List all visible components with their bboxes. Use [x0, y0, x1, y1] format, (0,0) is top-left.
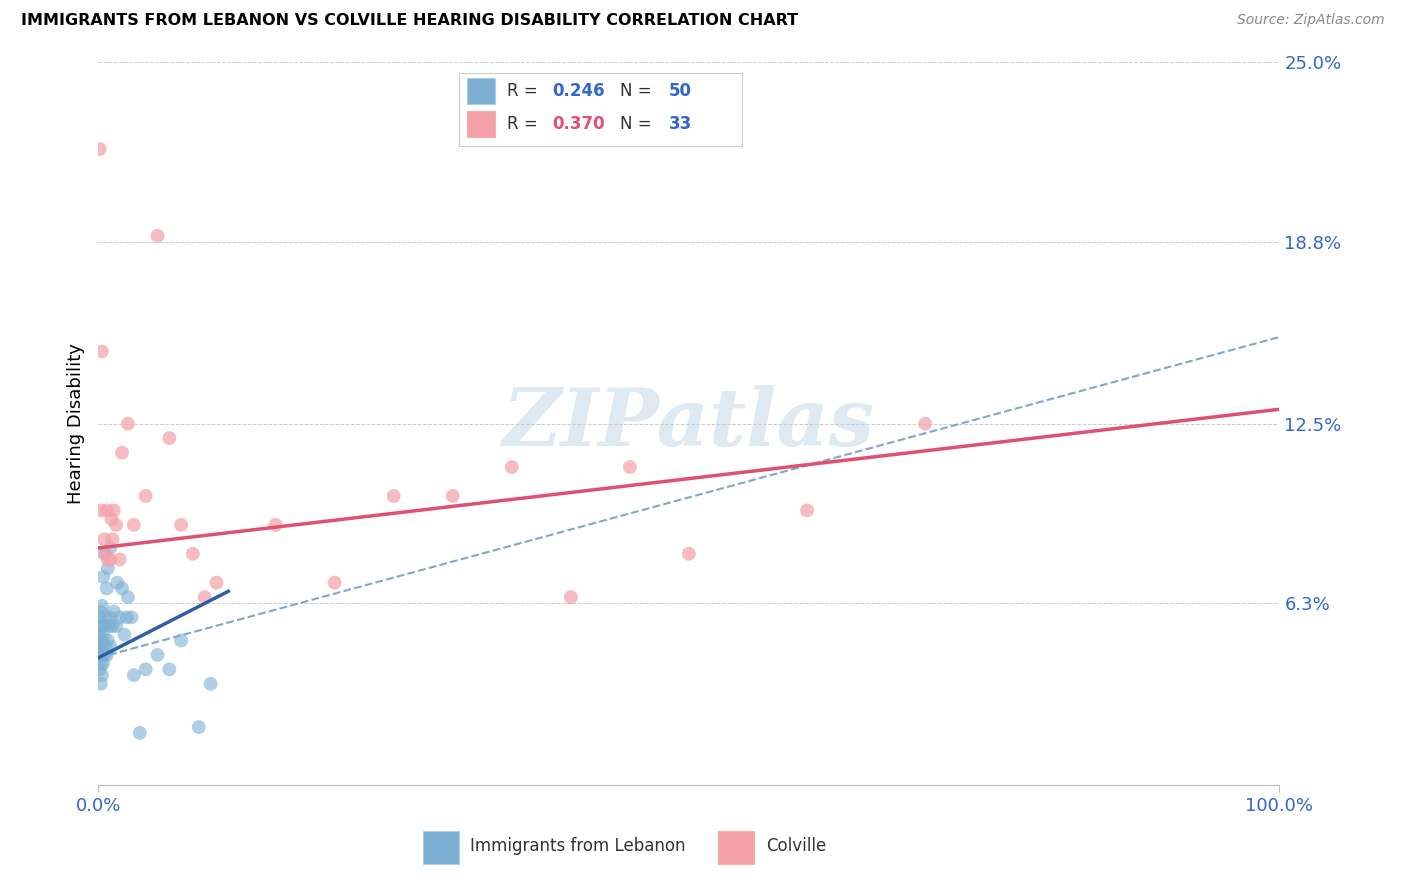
Point	[89, 610, 111, 624]
Point	[94, 547, 117, 561]
Point	[90, 677, 112, 691]
Point	[89, 619, 111, 633]
Point	[91, 633, 114, 648]
Point	[501, 460, 523, 475]
Point	[678, 547, 700, 561]
Point	[98, 639, 121, 653]
Point	[98, 619, 121, 633]
Point	[96, 503, 118, 517]
Point	[97, 633, 120, 648]
Text: Source: ZipAtlas.com: Source: ZipAtlas.com	[1237, 13, 1385, 28]
Point	[94, 610, 117, 624]
Point	[105, 619, 128, 633]
Point	[90, 605, 112, 619]
Point	[111, 582, 134, 596]
Point	[122, 668, 145, 682]
Point	[98, 541, 121, 555]
Point	[90, 503, 112, 517]
Point	[135, 489, 157, 503]
Point	[103, 605, 125, 619]
Text: ZIPatlas: ZIPatlas	[503, 385, 875, 462]
Point	[619, 460, 641, 475]
Point	[91, 648, 114, 662]
Text: IMMIGRANTS FROM LEBANON VS COLVILLE HEARING DISABILITY CORRELATION CHART: IMMIGRANTS FROM LEBANON VS COLVILLE HEAR…	[21, 13, 799, 29]
Point	[117, 417, 139, 431]
Point	[91, 657, 114, 671]
Point	[101, 619, 124, 633]
Point	[89, 662, 111, 676]
Point	[98, 552, 121, 566]
Point	[105, 575, 128, 590]
Point	[89, 648, 111, 662]
Point	[128, 726, 150, 740]
Point	[100, 512, 122, 526]
Point	[93, 533, 115, 547]
Point	[181, 547, 204, 561]
Point	[441, 489, 464, 503]
Point	[146, 228, 169, 243]
Point	[264, 517, 287, 532]
Point	[103, 503, 125, 517]
Point	[115, 610, 138, 624]
Point	[98, 610, 121, 624]
Point	[91, 344, 114, 359]
Point	[89, 628, 111, 642]
Point	[170, 633, 193, 648]
Point	[382, 489, 405, 503]
Point	[146, 648, 169, 662]
Point	[105, 517, 128, 532]
Point	[111, 445, 134, 459]
Point	[97, 561, 120, 575]
Point	[93, 619, 115, 633]
Point	[135, 662, 157, 676]
Point	[157, 431, 180, 445]
Point	[170, 517, 193, 532]
Point	[122, 517, 145, 532]
Point	[94, 639, 117, 653]
Point	[914, 417, 936, 431]
Point	[200, 677, 222, 691]
Point	[91, 599, 114, 613]
Point	[89, 633, 111, 648]
Point	[90, 639, 112, 653]
Y-axis label: Hearing Disability: Hearing Disability	[66, 343, 84, 504]
Point	[108, 552, 131, 566]
Point	[121, 610, 143, 624]
Point	[93, 648, 115, 662]
Point	[112, 628, 135, 642]
Point	[97, 552, 120, 566]
Point	[157, 662, 180, 676]
Point	[91, 628, 114, 642]
Point	[117, 590, 139, 604]
Point	[89, 142, 111, 156]
Point	[194, 590, 217, 604]
Point	[205, 575, 228, 590]
Point	[96, 582, 118, 596]
Point	[91, 668, 114, 682]
Point	[560, 590, 582, 604]
Point	[108, 610, 131, 624]
Point	[90, 657, 112, 671]
Point	[323, 575, 346, 590]
Point	[91, 570, 114, 584]
Point	[93, 547, 115, 561]
Point	[101, 533, 124, 547]
Point	[796, 503, 818, 517]
Point	[90, 619, 112, 633]
Point	[187, 720, 209, 734]
Point	[87, 639, 110, 653]
Point	[96, 648, 118, 662]
